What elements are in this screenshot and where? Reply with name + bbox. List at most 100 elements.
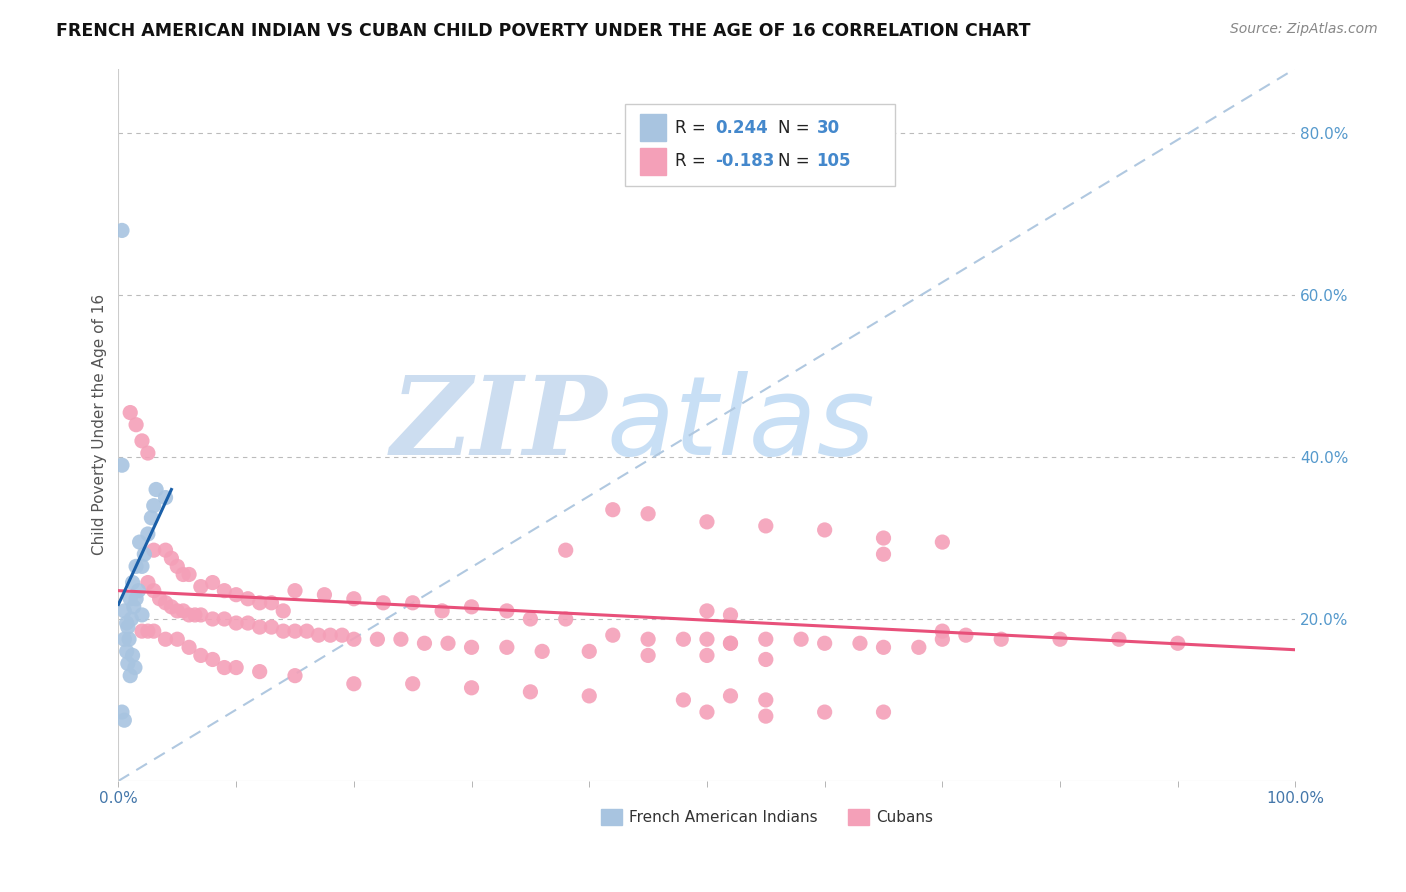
- Point: [121, 648, 143, 663]
- Point: [907, 640, 929, 655]
- Point: [120, 406, 142, 420]
- Point: [672, 693, 695, 707]
- Text: French American Indians: French American Indians: [630, 810, 818, 825]
- Point: [131, 624, 153, 639]
- Point: [755, 519, 778, 533]
- Point: [319, 628, 342, 642]
- Text: FRENCH AMERICAN INDIAN VS CUBAN CHILD POVERTY UNDER THE AGE OF 16 CORRELATION CH: FRENCH AMERICAN INDIAN VS CUBAN CHILD PO…: [56, 22, 1031, 40]
- Bar: [640, 147, 666, 175]
- Point: [295, 624, 318, 639]
- Point: [120, 591, 142, 606]
- Point: [127, 583, 149, 598]
- Point: [602, 628, 624, 642]
- Point: [284, 668, 307, 682]
- Point: [201, 652, 224, 666]
- Point: [402, 596, 425, 610]
- Point: [112, 604, 135, 618]
- Point: [136, 624, 159, 639]
- Point: [141, 510, 163, 524]
- Point: [214, 660, 236, 674]
- Point: [872, 547, 894, 561]
- Point: [249, 665, 271, 679]
- Text: 30: 30: [817, 119, 839, 136]
- Point: [134, 547, 156, 561]
- Point: [120, 612, 142, 626]
- Point: [284, 624, 307, 639]
- Point: [373, 596, 395, 610]
- Point: [115, 644, 138, 658]
- Point: [849, 636, 872, 650]
- Point: [554, 543, 576, 558]
- Point: [125, 559, 148, 574]
- Point: [578, 689, 600, 703]
- Point: [460, 681, 482, 695]
- Point: [190, 648, 212, 663]
- Point: [696, 515, 718, 529]
- Bar: [600, 809, 623, 825]
- Point: [343, 632, 366, 647]
- Point: [814, 636, 837, 650]
- Point: [637, 507, 659, 521]
- Point: [990, 632, 1012, 647]
- Point: [1049, 632, 1071, 647]
- Point: [142, 499, 165, 513]
- Point: [343, 677, 366, 691]
- Point: [177, 567, 200, 582]
- Point: [519, 685, 541, 699]
- Point: [437, 636, 460, 650]
- Point: [720, 689, 742, 703]
- Point: [225, 615, 247, 630]
- Point: [308, 628, 330, 642]
- Point: [578, 644, 600, 658]
- Point: [118, 632, 141, 647]
- Point: [160, 551, 183, 566]
- Point: [519, 612, 541, 626]
- Point: [495, 640, 517, 655]
- Point: [271, 604, 294, 618]
- Point: [142, 543, 165, 558]
- Point: [225, 660, 247, 674]
- Point: [554, 612, 576, 626]
- Point: [460, 599, 482, 614]
- Point: [696, 604, 718, 618]
- Point: [1167, 636, 1189, 650]
- Point: [111, 705, 134, 719]
- Text: 0.244: 0.244: [716, 119, 768, 136]
- Point: [260, 620, 283, 634]
- Point: [249, 596, 271, 610]
- Point: [184, 607, 207, 622]
- Point: [125, 591, 148, 606]
- Point: [121, 575, 143, 590]
- Point: [131, 559, 153, 574]
- Text: N =: N =: [778, 153, 814, 170]
- Point: [755, 693, 778, 707]
- Point: [112, 632, 135, 647]
- Point: [214, 612, 236, 626]
- Point: [872, 531, 894, 545]
- Point: [755, 709, 778, 723]
- Point: [166, 604, 188, 618]
- Point: [120, 668, 142, 682]
- Point: [495, 604, 517, 618]
- Point: [136, 527, 159, 541]
- Point: [637, 648, 659, 663]
- Point: [124, 660, 146, 674]
- Point: [111, 223, 134, 237]
- Point: [872, 705, 894, 719]
- Point: [201, 612, 224, 626]
- Bar: [848, 809, 869, 825]
- Point: [149, 591, 172, 606]
- Point: [389, 632, 412, 647]
- Point: [790, 632, 813, 647]
- Point: [330, 628, 353, 642]
- Point: [112, 713, 135, 727]
- Point: [814, 523, 837, 537]
- Point: [931, 535, 953, 549]
- Point: [236, 615, 259, 630]
- Point: [136, 575, 159, 590]
- Bar: [640, 114, 666, 141]
- Point: [166, 632, 188, 647]
- Point: [155, 596, 177, 610]
- Point: [430, 604, 453, 618]
- Point: [931, 632, 953, 647]
